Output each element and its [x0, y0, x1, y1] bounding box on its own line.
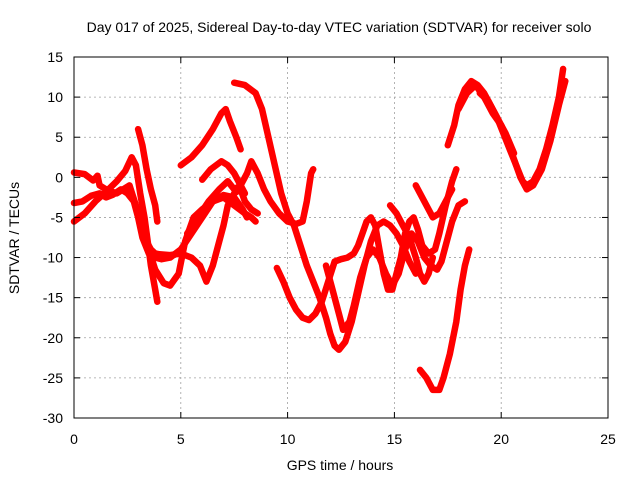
y-axis-label: SDTVAR / TECUs	[6, 182, 22, 294]
series-arc-3	[70, 154, 161, 305]
data-traces	[70, 65, 569, 394]
series-arc-14	[416, 246, 473, 394]
plot-frame	[73, 56, 609, 419]
series-arc-7	[183, 158, 317, 237]
series-arc-17	[476, 89, 518, 157]
series-arc-12	[386, 202, 437, 285]
series-arc-8	[198, 158, 249, 197]
grid-lines	[74, 57, 608, 418]
x-tick-label: 5	[177, 431, 185, 447]
y-tick-label: 15	[47, 49, 63, 65]
series-arc-1	[70, 169, 259, 289]
series-arc-4	[134, 125, 161, 225]
series-arc-13	[412, 182, 456, 221]
x-tick-label: 15	[387, 431, 403, 447]
x-tick-label: 0	[70, 431, 78, 447]
series-arc-11	[322, 198, 469, 334]
x-tick-label: 25	[600, 431, 616, 447]
series-arc-6	[177, 105, 244, 169]
y-tick-label: -5	[51, 209, 64, 225]
series-arc-16	[455, 77, 569, 193]
y-tick-label: -20	[43, 330, 63, 346]
y-tick-label: -30	[43, 410, 63, 426]
x-axis-label: GPS time / hours	[287, 457, 394, 473]
y-tick-label: -15	[43, 290, 63, 306]
series-arc-10	[273, 166, 460, 324]
chart-title: Day 017 of 2025, Sidereal Day-to-day VTE…	[87, 19, 592, 35]
y-tick-label: 5	[55, 129, 63, 145]
series-arc-9	[230, 79, 420, 354]
x-tick-label: 10	[280, 431, 296, 447]
y-tick-label: 0	[55, 169, 63, 185]
y-tick-label: -10	[43, 250, 63, 266]
x-tick-label: 20	[493, 431, 509, 447]
y-tick-label: -25	[43, 370, 63, 386]
axis-ticks: 0 5 10 15 20 25 -30 -25 -20 -15 -10 -5 0 5 10 15	[43, 49, 616, 447]
y-tick-label: 10	[47, 89, 63, 105]
